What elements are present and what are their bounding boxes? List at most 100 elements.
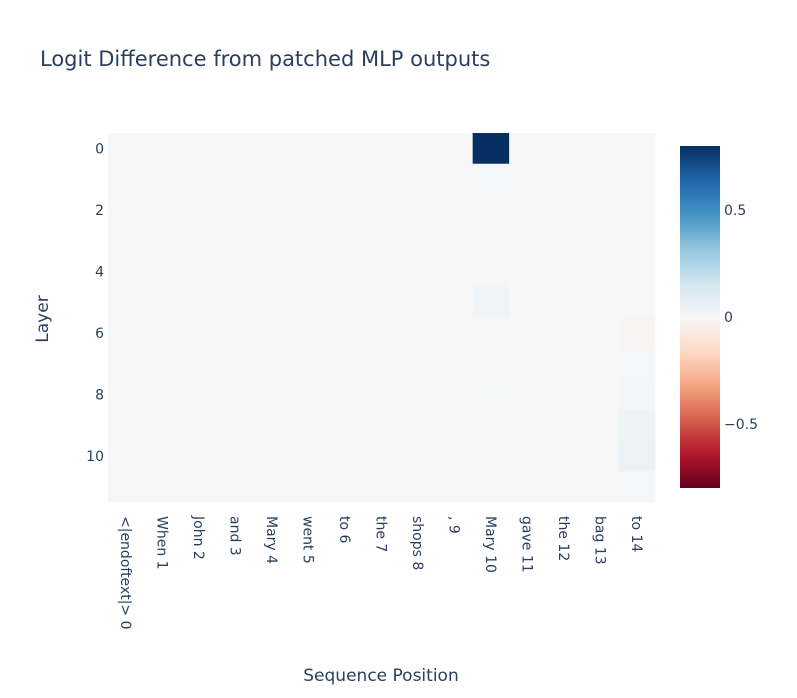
heatmap-cell: [108, 286, 145, 318]
heatmap-cell: [509, 409, 547, 441]
heatmap-cell: [545, 163, 583, 195]
heatmap-cell: [144, 286, 182, 318]
heatmap-cell: [108, 133, 145, 165]
x-tick-label: to 6: [336, 516, 352, 544]
heatmap-cell: [582, 379, 620, 411]
heatmap-cell: [399, 133, 437, 165]
heatmap-cell: [144, 133, 182, 165]
y-tick-label: 10: [86, 449, 104, 465]
heatmap-cell: [180, 317, 218, 349]
heatmap-cell: [472, 225, 510, 257]
heatmap-cell: [180, 286, 218, 318]
heatmap-cell: [436, 409, 474, 441]
heatmap-cell: [180, 225, 218, 257]
heatmap-cell: [180, 471, 218, 503]
heatmap-cell: [217, 317, 255, 349]
heatmap-cell: [472, 317, 510, 349]
heatmap-cell: [326, 163, 364, 195]
heatmap-cell: [582, 348, 620, 380]
x-tick-label: shops 8: [409, 516, 425, 570]
heatmap-cell: [326, 348, 364, 380]
heatmap-cell: [180, 256, 218, 288]
heatmap-cell: [545, 409, 583, 441]
chart-title: Logit Difference from patched MLP output…: [40, 47, 490, 71]
heatmap-cell: [326, 440, 364, 472]
heatmap-cell: [363, 225, 401, 257]
heatmap-cell: [363, 133, 401, 165]
heatmap-cell: [253, 409, 291, 441]
heatmap-cell: [399, 409, 437, 441]
heatmap-cell: [436, 348, 474, 380]
x-tick-label: , 9: [445, 516, 461, 534]
heatmap-cell: [144, 348, 182, 380]
heatmap-cell: [217, 471, 255, 503]
y-tick-label: 0: [95, 141, 104, 157]
heatmap-cell: [509, 256, 547, 288]
heatmap-cell: [290, 440, 328, 472]
heatmap-cell: [472, 409, 510, 441]
heatmap-cell: [217, 440, 255, 472]
heatmap-cell: [545, 194, 583, 226]
heatmap-cell: [290, 133, 328, 165]
heatmap-cell: [290, 225, 328, 257]
heatmap-cell: [399, 256, 437, 288]
heatmap-cell: [108, 194, 145, 226]
heatmap-cell: [326, 409, 364, 441]
heatmap-cell: [399, 225, 437, 257]
heatmap-cell: [144, 317, 182, 349]
heatmap-cell: [618, 471, 656, 503]
heatmap-cell: [618, 317, 656, 349]
heatmap-cell: [618, 225, 656, 257]
x-tick-label: went 5: [300, 516, 316, 564]
heatmap-cell: [326, 133, 364, 165]
heatmap-cell: [180, 163, 218, 195]
heatmap-cells: [108, 133, 656, 503]
heatmap-cell: [108, 225, 145, 257]
y-tick-label: 4: [95, 264, 104, 280]
x-tick-label: to 14: [628, 516, 644, 552]
heatmap-cell: [217, 256, 255, 288]
heatmap-cell: [399, 317, 437, 349]
heatmap-cell: [436, 194, 474, 226]
heatmap-cell: [509, 133, 547, 165]
heatmap-cell: [144, 163, 182, 195]
heatmap-cell: [217, 286, 255, 318]
heatmap-cell: [472, 194, 510, 226]
heatmap-cell: [509, 440, 547, 472]
colorbar: [680, 146, 720, 488]
heatmap-cell: [363, 286, 401, 318]
heatmap-cell: [217, 163, 255, 195]
heatmap-cell: [436, 133, 474, 165]
heatmap-cell: [144, 256, 182, 288]
heatmap-cell: [545, 256, 583, 288]
heatmap-cell: [618, 440, 656, 472]
heatmap-cell: [509, 286, 547, 318]
heatmap-cell: [618, 348, 656, 380]
heatmap-cell: [472, 133, 510, 165]
heatmap-cell: [399, 163, 437, 195]
heatmap-cell: [253, 379, 291, 411]
heatmap-cell: [618, 133, 656, 165]
heatmap-cell: [472, 379, 510, 411]
heatmap-cell: [290, 163, 328, 195]
colorbar-tick-label: 0.5: [724, 203, 746, 219]
heatmap-cell: [108, 409, 145, 441]
heatmap-cell: [582, 471, 620, 503]
heatmap-cell: [436, 286, 474, 318]
heatmap-cell: [363, 317, 401, 349]
heatmap-cell: [290, 379, 328, 411]
heatmap-cell: [545, 317, 583, 349]
heatmap-cell: [509, 471, 547, 503]
heatmap-cell: [545, 133, 583, 165]
heatmap-cell: [509, 317, 547, 349]
heatmap-cell: [326, 471, 364, 503]
heatmap-cell: [545, 471, 583, 503]
heatmap-cell: [582, 163, 620, 195]
x-tick-label: bag 13: [591, 516, 607, 565]
x-tick-label: the 12: [555, 516, 571, 561]
heatmap-cell: [618, 194, 656, 226]
heatmap-cell: [217, 194, 255, 226]
heatmap-cell: [290, 194, 328, 226]
heatmap-cell: [399, 440, 437, 472]
heatmap-cell: [253, 163, 291, 195]
